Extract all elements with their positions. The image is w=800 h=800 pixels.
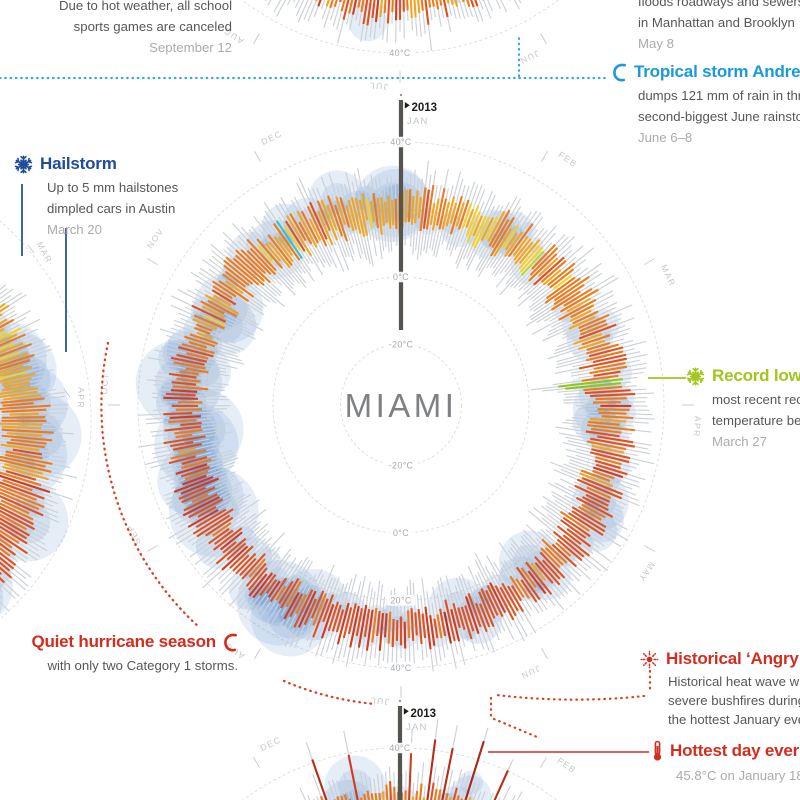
annotation-line: floods roadways and sewers [638, 0, 800, 9]
annotation-line: Due to hot weather, all school [58, 0, 232, 13]
ring-labels: 40°C [385, 742, 415, 754]
svg-text:FEB: FEB [556, 149, 579, 169]
chart-new-york: FEBMARAPRMAYJUNJULAUGSEPOCTNOVDEC40°C [221, 0, 559, 92]
annotation-line: the hottest January ever [668, 712, 800, 727]
svg-text:SEP: SEP [124, 522, 142, 546]
annotation-date: 45.8°C on January 18 [676, 768, 800, 783]
sun-icon [640, 650, 659, 669]
annotation-line: Historical heat wave with [668, 674, 800, 689]
svg-text:40°C: 40°C [390, 137, 412, 147]
annotation-angry-summer: Historical ‘Angry summer’ Historical hea… [640, 649, 800, 729]
year-marker-arrow [403, 708, 409, 715]
annotation-line: dimpled cars in Austin [47, 201, 176, 216]
daily-temperature-bars [311, 739, 509, 800]
annotation-line: in Manhattan and Brooklyn [638, 15, 795, 30]
annotation-line: severe bushfires during [668, 693, 800, 708]
svg-text:MAR: MAR [659, 263, 678, 288]
annotation-title: Hailstorm [40, 154, 117, 173]
leader-hurricane-arc-lower [282, 679, 377, 706]
chart-sydney: FEBMARAPRMAYJUNJULAUGSEPOCTNOVDEC2013JAN… [242, 699, 578, 800]
annotation-line: most recent record low [712, 392, 800, 407]
annotation-line: Up to 5 mm hailstones [47, 180, 179, 195]
annotation-manhattan-rainstorm: floods roadways and sewers in Manhattan a… [638, 0, 800, 54]
ring-labels: 40°C 0°C -20°C -20°C 0°C 20°C 40°C [384, 136, 418, 674]
svg-text:DEC: DEC [258, 734, 282, 753]
snowflake-icon [686, 367, 705, 386]
annotation-title: Quiet hurricane season [31, 632, 216, 651]
ring-labels: 40°C [385, 47, 415, 59]
svg-text:20°C: 20°C [390, 596, 412, 606]
chart-miami: FEBMARAPRMAYJUNJULAUGSEPOCTNOVDEC2013JAN… [99, 93, 703, 707]
svg-text:APR: APR [691, 415, 703, 438]
annotation-date: May 8 [638, 36, 674, 51]
annotation-hailstorm: Hailstorm Up to 5 mm hailstones dimpled c… [14, 154, 178, 240]
annotation-date: June 6–8 [638, 130, 693, 145]
annotation-hottest-day-ever: Hottest day ever 45.8°C on January 18 [652, 740, 800, 786]
annotation-date: March 20 [47, 222, 102, 237]
leader-hurricane-arc-upper [100, 341, 202, 630]
annotation-leader-lines [0, 32, 686, 753]
annotation-line: with only two Category 1 storms. [47, 658, 238, 673]
snowflake-icon [14, 155, 33, 174]
annotation-line: dumps 121 mm of rain in three days, [638, 88, 800, 103]
daily-temperature-bars [0, 302, 54, 584]
svg-text:JUN: JUN [519, 663, 542, 681]
leader-angry-dotted-4 [492, 717, 539, 739]
thermometer-icon [652, 740, 663, 762]
svg-text:DEC: DEC [259, 128, 283, 147]
annotation-school-sports: Due to hot weather, all school sports gam… [0, 0, 232, 58]
annotation-title: Hottest day ever [670, 741, 800, 760]
svg-text:0°C: 0°C [393, 528, 409, 538]
leader-angry-dotted-2 [495, 693, 646, 701]
annotation-tropical-storm-andrea: Tropical storm Andrea dumps 121 mm of ra… [612, 62, 800, 148]
annotation-line: sports games are canceled [73, 19, 232, 34]
annotation-title: Tropical storm Andrea [634, 62, 800, 81]
year-marker-label: 2013 [412, 102, 438, 114]
annotation-date: September 12 [149, 40, 232, 55]
precipitation-circles [0, 310, 82, 615]
annotation-title: Record low [712, 366, 800, 385]
year-marker-label: 2013 [411, 708, 437, 720]
storm-droplet-icon [223, 633, 238, 652]
annotation-quiet-hurricane-season: Quiet hurricane season with only two Cat… [0, 632, 238, 676]
year-marker-arrow [404, 102, 410, 109]
svg-text:-20°C: -20°C [389, 340, 414, 350]
svg-text:JUL: JUL [368, 81, 388, 92]
storm-droplet-icon [612, 63, 627, 82]
svg-text:40°C: 40°C [389, 48, 411, 58]
svg-text:APR: APR [76, 387, 87, 409]
svg-text:MAY: MAY [636, 560, 657, 584]
annotation-date: March 27 [712, 434, 767, 449]
svg-text:40°C: 40°C [389, 743, 411, 753]
svg-text:OCT: OCT [99, 372, 111, 395]
svg-text:-20°C: -20°C [389, 461, 414, 471]
daily-temperature-bars [315, 0, 485, 26]
svg-text:0°C: 0°C [393, 272, 409, 282]
annotation-line: temperature below 5°C [712, 413, 800, 428]
daily-temperature-bars [163, 184, 636, 651]
svg-text:40°C: 40°C [390, 663, 412, 673]
city-label: MIAMI [345, 387, 458, 424]
svg-text:JUL: JUL [369, 696, 389, 707]
annotation-line: second-biggest June rainstorm on record [638, 109, 800, 124]
svg-text:FEB: FEB [555, 755, 578, 775]
annotation-record-low: Record low most recent record low tempera… [686, 366, 800, 452]
year-marker-month: JAN [406, 722, 428, 733]
year-marker-month: JAN [407, 116, 429, 127]
svg-text:JUN: JUN [518, 48, 541, 66]
annotation-title: Historical ‘Angry summer’ [666, 649, 800, 668]
